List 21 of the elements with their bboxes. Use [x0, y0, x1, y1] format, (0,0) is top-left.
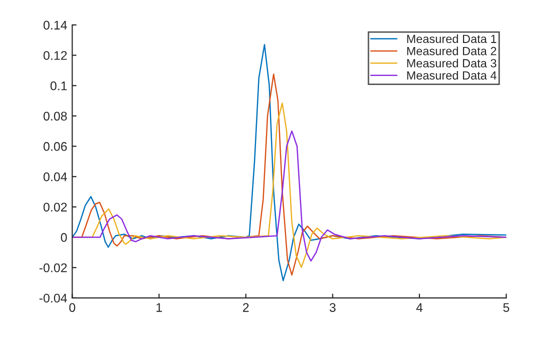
x-tick-label: 1: [156, 303, 162, 312]
y-tick-label: 0: [60, 233, 67, 242]
legend-label: Measured Data 2: [407, 46, 496, 56]
y-tick-label: -0.04: [39, 294, 68, 303]
y-tick-label: 0.12: [44, 51, 67, 60]
x-tick-label: 2: [242, 303, 249, 312]
legend-label: Measured Data 1: [407, 34, 496, 44]
y-tick-label: 0.1: [50, 81, 67, 90]
y-tick-label: 0.02: [44, 202, 67, 212]
legend-label: Measured Data 3: [407, 58, 496, 68]
x-tick-label: 4: [416, 303, 423, 312]
x-tick-label: 3: [330, 303, 336, 312]
y-tick-label: 0.08: [44, 112, 67, 121]
y-tick-label: -0.02: [39, 263, 67, 272]
y-tick-label: 0.04: [44, 172, 68, 182]
x-tick-label: 0: [69, 303, 76, 312]
line-series: [72, 130, 506, 262]
y-tick-label: 0.14: [44, 20, 68, 30]
y-tick-label: 0.06: [44, 142, 67, 151]
legend-label: Measured Data 4: [407, 70, 496, 80]
x-tick-label: 5: [503, 303, 510, 312]
